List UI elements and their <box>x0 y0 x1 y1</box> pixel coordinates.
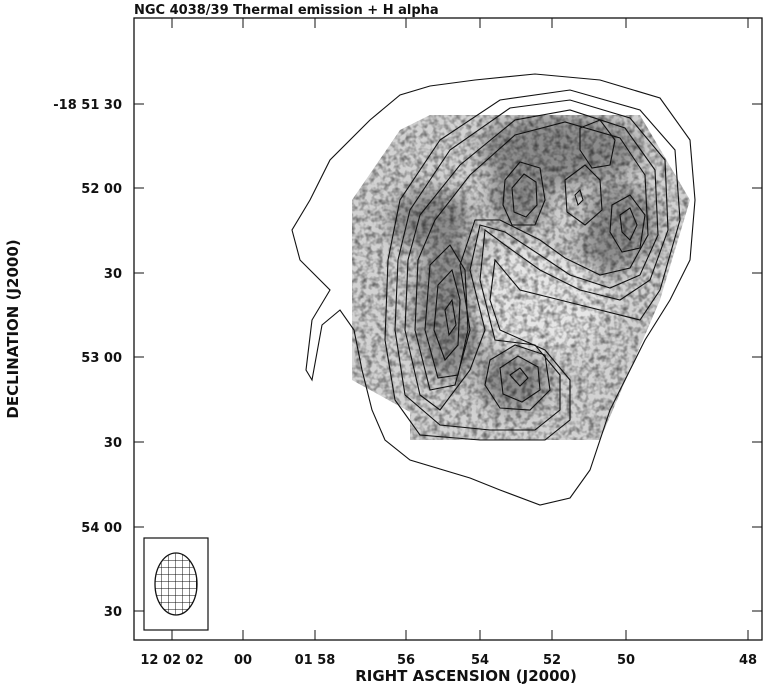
y-tick-label: 30 <box>104 605 122 620</box>
y-tick-label: 30 <box>104 267 122 282</box>
contours <box>291 73 696 506</box>
y-tick-label: 54 00 <box>81 521 122 536</box>
x-tick-label: 52 <box>543 653 561 668</box>
x-tick-label: 00 <box>234 653 252 668</box>
y-tick-label: 53 00 <box>81 351 122 366</box>
ticks: 12 02 02 00 01 58 56 54 52 50 48 -18 51 30 52 00 3… <box>53 18 762 668</box>
y-tick-label: -18 51 30 <box>53 98 122 113</box>
plot-frame <box>133 17 763 641</box>
x-tick-label: 50 <box>617 653 635 668</box>
y-axis-label: DECLINATION (J2000) <box>4 239 22 418</box>
halpha-image <box>352 115 690 440</box>
x-tick-label: 56 <box>397 653 415 668</box>
y-tick-label: 52 00 <box>81 182 122 197</box>
title: NGC 4038/39 Thermal emission + H alpha <box>134 3 439 18</box>
x-tick-label: 54 <box>471 653 489 668</box>
x-axis-label: RIGHT ASCENSION (J2000) <box>355 667 577 685</box>
x-tick-label: 48 <box>739 653 757 668</box>
y-tick-label: 30 <box>104 436 122 451</box>
x-tick-label: 12 02 02 <box>140 653 203 668</box>
beam-inset <box>143 537 209 631</box>
x-tick-label: 01 58 <box>295 653 336 668</box>
